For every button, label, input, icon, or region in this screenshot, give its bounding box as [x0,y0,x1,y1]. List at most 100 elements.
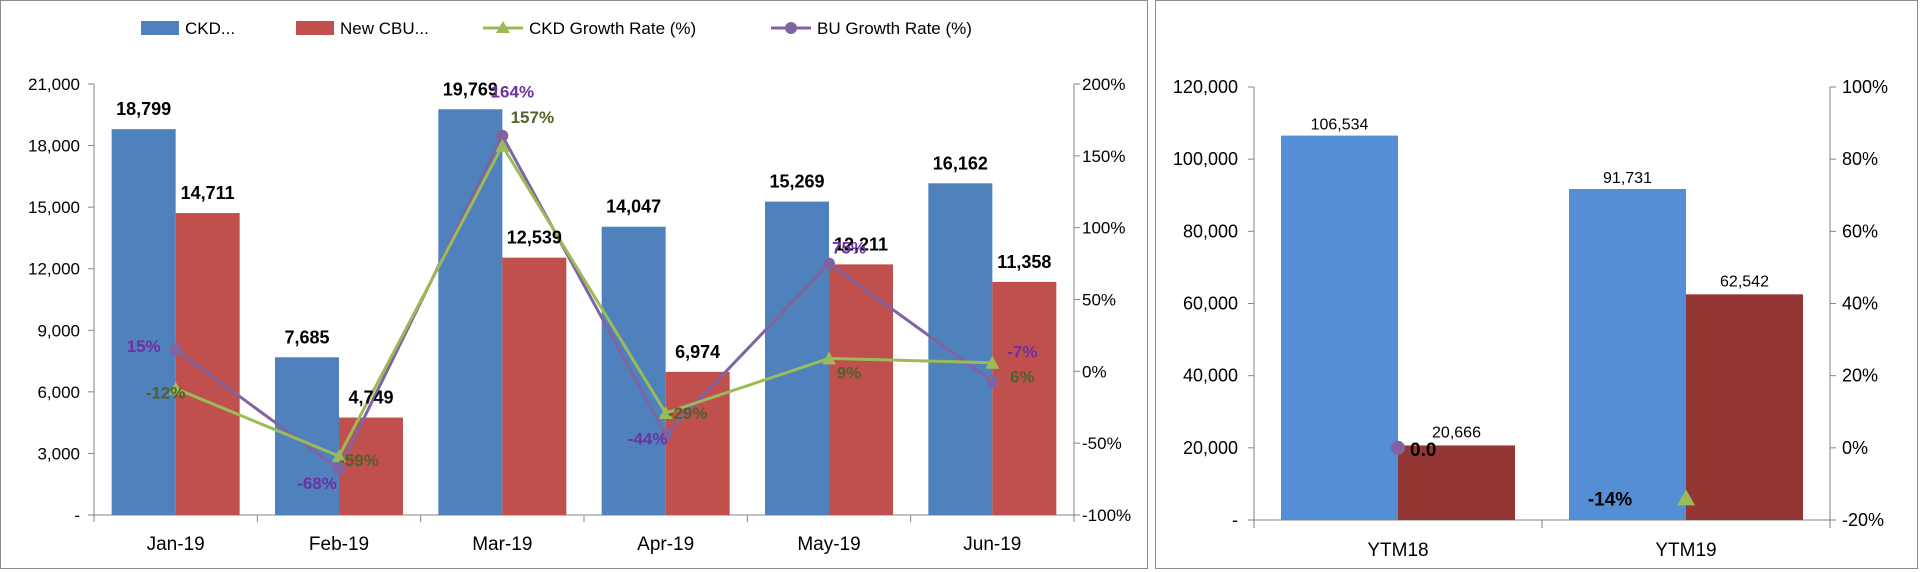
ckd-growth-point [822,351,836,365]
ckd-growth-point [168,381,183,395]
ckd-bar [928,183,993,515]
y-tick-label: 18,000 [28,137,80,156]
legend-label-cbu: New CBU... [340,19,429,38]
y2-tick-label: 0% [1842,438,1868,458]
ckd-growth-label: 9% [837,363,862,382]
ytm-sales-chart: 120,000100,00080,00060,00040,00020,000-1… [1173,77,1888,561]
cbu-bar [175,213,240,516]
y2-tick-label: 100% [1082,219,1125,238]
bu-growth-label: -68% [297,474,337,493]
cbu-value-label: 12,539 [507,228,562,248]
ckd-value-label: 18,799 [116,99,171,119]
y2-tick-label: 200% [1082,75,1125,94]
x-tick-label: Feb-19 [309,534,369,555]
cbu-value-label: 11,358 [997,252,1051,272]
legend-label-ckd-growth: CKD Growth Rate (%) [529,19,696,38]
y-tick-label: 9,000 [37,321,80,340]
ckd-bar [438,109,503,516]
ckd-value-label: 14,047 [606,197,661,217]
bu-growth-label: -44% [628,430,668,449]
y-tick-label: 6,000 [37,383,80,402]
bu-growth-label: 75% [832,239,866,258]
cbu-value-label: 4,749 [348,388,393,408]
ckd-value-label: 7,685 [284,327,329,347]
ytm-cbu-bar [1686,294,1803,520]
x-tick-label: Jun-19 [963,534,1021,555]
ytm-cbu-value-label: 62,542 [1720,273,1769,290]
y-tick-label: 80,000 [1183,221,1238,241]
y-tick-label: 20,000 [1183,438,1238,458]
bu-growth-point [986,375,999,388]
y-tick-label: 60,000 [1183,294,1238,314]
ytm-bu-growth-point [1391,440,1405,455]
x-tick-label: Apr-19 [637,534,694,555]
y-tick-label: - [74,506,80,525]
y-tick-label: 120,000 [1173,77,1238,97]
ytm-ckd-growth-point [1677,489,1695,506]
y-tick-label: 15,000 [28,198,80,217]
bu-growth-point [333,463,345,476]
cbu-bar [502,257,567,515]
y-tick-label: 3,000 [37,444,80,463]
ytm-bu-growth-label: 0.0 [1410,440,1436,461]
x-tick-label: YTM18 [1367,540,1428,561]
ckd-growth-label: -12% [146,384,186,403]
y2-tick-label: 150% [1082,147,1125,166]
ckd-growth-line [175,142,993,459]
ckd-value-label: 19,769 [443,79,498,99]
ytm-ckd-bar [1569,189,1686,520]
x-tick-label: May-19 [797,534,860,555]
cbu-value-label: 6,974 [675,342,720,362]
ytm-chart-panel: 120,000 100,000 80,000 60,000 40,000 20,000-1… [1155,0,1918,569]
ckd-growth-point [985,355,1000,369]
bu-growth-label: 15% [127,337,161,356]
ytm-ckd-bar [1281,135,1398,520]
legend-swatch-cbu [296,21,334,35]
y-tick-label: 100,000 [1173,149,1238,169]
legend-label-bu-growth: BU Growth Rate (%) [817,19,972,38]
ckd-bar [111,129,176,515]
ytm-ckd-value-label: 106,534 [1311,117,1369,134]
y-tick-label: - [1232,510,1238,530]
legend-swatch-ckd [141,21,179,35]
cbu-bar [992,281,1057,515]
x-tick-label: YTM19 [1655,540,1716,561]
legend-label-ckd: CKD... [185,19,235,38]
bu-growth-point [659,428,672,441]
ckd-bar [601,226,666,516]
ytm-cbu-bar [1398,445,1515,520]
ckd-growth-label: -59% [339,451,379,470]
bu-growth-point [823,257,835,270]
y2-tick-label: 80% [1842,149,1878,169]
bu-growth-line [174,132,994,472]
y-tick-label: 21,000 [28,75,80,94]
ckd-growth-label: 157% [511,108,554,127]
ckd-growth-label: 6% [1010,368,1035,387]
y-tick-label: 12,000 [28,260,80,279]
y2-tick-label: 20% [1842,366,1878,386]
ckd-bar [275,357,339,515]
y-tick-label: 40,000 [1183,366,1238,386]
bu-growth-label: 164% [491,83,534,102]
cbu-value-label: 14,711 [181,183,235,203]
ckd-growth-point [332,449,346,463]
monthly-sales-chart: 21,000 18,000 15,000 12,000 9,000 6,000 3,000 -… [28,19,1131,555]
ckd-growth-label: -29% [668,404,708,423]
x-tick-label: Mar-19 [472,534,532,555]
legend-marker-bu-growth [785,22,797,34]
bu-growth-point [169,343,182,356]
ckd-value-label: 15,269 [769,172,824,192]
ytm-ckd-growth-label: -14% [1588,489,1632,510]
bu-growth-point [496,129,509,142]
y2-tick-label: 40% [1842,294,1878,314]
ckd-bar [765,201,829,515]
y2-tick-label: -100% [1082,506,1131,525]
x-tick-label: Jan-19 [147,534,205,555]
ckd-value-label: 16,162 [933,153,988,173]
bu-growth-label: -7% [1007,342,1037,361]
legend-marker-ckd-growth [496,21,510,33]
y2-tick-label: -20% [1842,510,1884,530]
ckd-growth-point [495,138,510,152]
y2-tick-label: 0% [1082,362,1107,381]
ytm-cbu-value-label: 20,666 [1432,424,1481,441]
